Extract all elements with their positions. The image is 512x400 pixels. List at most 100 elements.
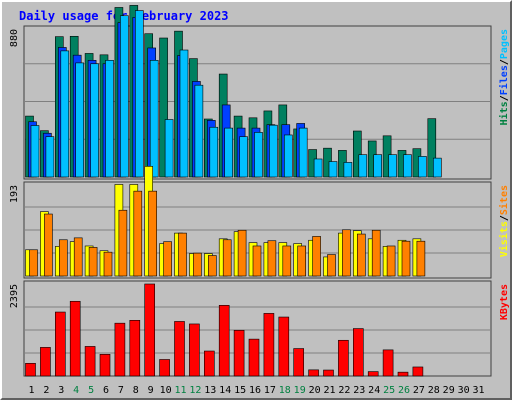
bar-hits-day-23 [352,130,362,178]
x-tick-label-5: 5 [88,385,94,396]
x-tick-label-16: 16 [249,385,261,396]
bar-kbytes-day-19 [293,348,305,377]
bar-pages-day-6 [105,60,114,178]
x-tick-label-17: 17 [264,385,276,396]
x-tick-label-3: 3 [58,385,64,396]
bar-pages-day-17 [269,124,278,178]
bar-sites-day-18 [282,245,292,277]
bar-kbytes-day-16 [248,338,260,377]
bar-kbytes-day-18 [278,316,290,377]
bar-sites-day-27 [416,240,426,277]
bar-pages-day-5 [90,63,99,178]
bar-pages-day-23 [358,154,368,178]
x-tick-label-23: 23 [353,385,365,396]
x-tick-label-2: 2 [43,385,49,396]
legend-separator: / [499,59,510,65]
bar-pages-day-13 [209,126,219,178]
bar-kbytes-day-7 [114,322,126,377]
bar-kbytes-day-13 [204,350,215,377]
x-tick-label-28: 28 [428,385,440,396]
bar-pages-day-26 [403,154,412,178]
legend-1: Hits/Files/Pages [498,29,510,125]
panel-1: 880 Hits/Files/Pages [9,5,510,180]
bar-kbytes-day-5 [84,346,96,377]
bar-pages-day-8 [135,10,144,178]
x-tick-label-25: 25 [383,385,395,396]
bar-sites-day-7 [118,209,128,277]
bar-pages-day-28 [432,157,442,178]
legend-item-kbytes: KBytes [499,284,510,320]
bar-sites-day-4 [73,237,83,277]
x-tick-label-4: 4 [73,385,79,396]
bar-pages-day-7 [120,15,129,178]
x-tick-label-29: 29 [443,385,455,396]
x-tick-label-31: 31 [472,385,484,396]
bar-kbytes-day-26 [397,371,409,377]
panel-3: 2395 KBytes [9,280,510,377]
bar-kbytes-day-21 [323,369,334,377]
bar-hits-day-28 [427,118,437,178]
bar-sites-day-26 [401,240,411,277]
bar-hits-day-10 [159,37,168,178]
legend-item-pages: Pages [499,29,510,59]
legend-item-visits: Visits [498,221,510,257]
bar-sites-day-24 [371,229,381,277]
x-tick-label-20: 20 [309,385,321,396]
bar-kbytes-day-24 [367,371,379,377]
legend-separator: / [499,95,510,101]
legend-3: KBytes [499,284,510,320]
bar-sites-day-19 [297,245,307,277]
bar-pages-day-24 [373,154,383,178]
bar-sites-day-6 [103,251,113,277]
bar-pages-day-10 [164,119,174,178]
bar-sites-day-23 [356,233,366,277]
bar-kbytes-day-4 [69,300,81,377]
x-tick-label-12: 12 [189,385,201,396]
x-tick-label-19: 19 [294,385,306,396]
bar-pages-day-11 [179,49,189,178]
bar-sites-day-1 [29,249,38,277]
bar-kbytes-day-25 [382,349,394,377]
bar-pages-day-22 [343,162,353,178]
bar-pages-day-2 [45,136,55,178]
bar-sites-day-25 [386,245,396,277]
scale-label: 880 [9,29,20,47]
bar-kbytes-day-22 [338,339,349,377]
bar-kbytes-day-17 [263,313,275,377]
bar-pages-day-15 [239,136,248,178]
bar-sites-day-14 [222,239,232,277]
x-tick-label-24: 24 [368,385,380,396]
bar-pages-day-21 [328,161,338,178]
bar-kbytes-day-15 [233,329,245,377]
bar-sites-day-21 [327,254,336,277]
bar-pages-day-3 [60,50,70,178]
x-tick-label-13: 13 [204,385,216,396]
legend-separator: / [499,215,510,221]
x-tick-label-27: 27 [413,385,425,396]
bar-sites-day-15 [237,229,247,277]
bar-pages-day-18 [283,134,293,178]
bar-sites-day-12 [193,252,202,277]
bar-sites-day-10 [163,241,172,277]
legend-2: Visits/Sites [498,185,510,257]
scale-label: 2395 [9,284,20,308]
x-tick-label-18: 18 [279,385,291,396]
bar-sites-day-22 [342,229,351,277]
bar-kbytes-day-1 [25,363,36,377]
scale-label: 193 [9,185,20,203]
bar-pages-day-14 [224,127,233,178]
x-tick-label-22: 22 [338,385,350,396]
bar-kbytes-day-3 [54,311,66,377]
x-tick-label-30: 30 [458,385,470,396]
bar-kbytes-day-20 [308,369,319,377]
x-tick-label-26: 26 [398,385,410,396]
bar-sites-day-16 [252,245,262,277]
bar-pages-day-19 [298,127,308,178]
bar-sites-day-9 [148,190,157,277]
x-tick-label-15: 15 [234,385,246,396]
bar-sites-day-2 [44,213,53,277]
bar-sites-day-13 [208,255,217,277]
bar-kbytes-day-12 [189,323,200,377]
bar-pages-day-25 [388,154,397,178]
